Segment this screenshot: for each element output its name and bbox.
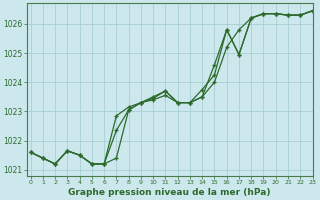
X-axis label: Graphe pression niveau de la mer (hPa): Graphe pression niveau de la mer (hPa) — [68, 188, 271, 197]
